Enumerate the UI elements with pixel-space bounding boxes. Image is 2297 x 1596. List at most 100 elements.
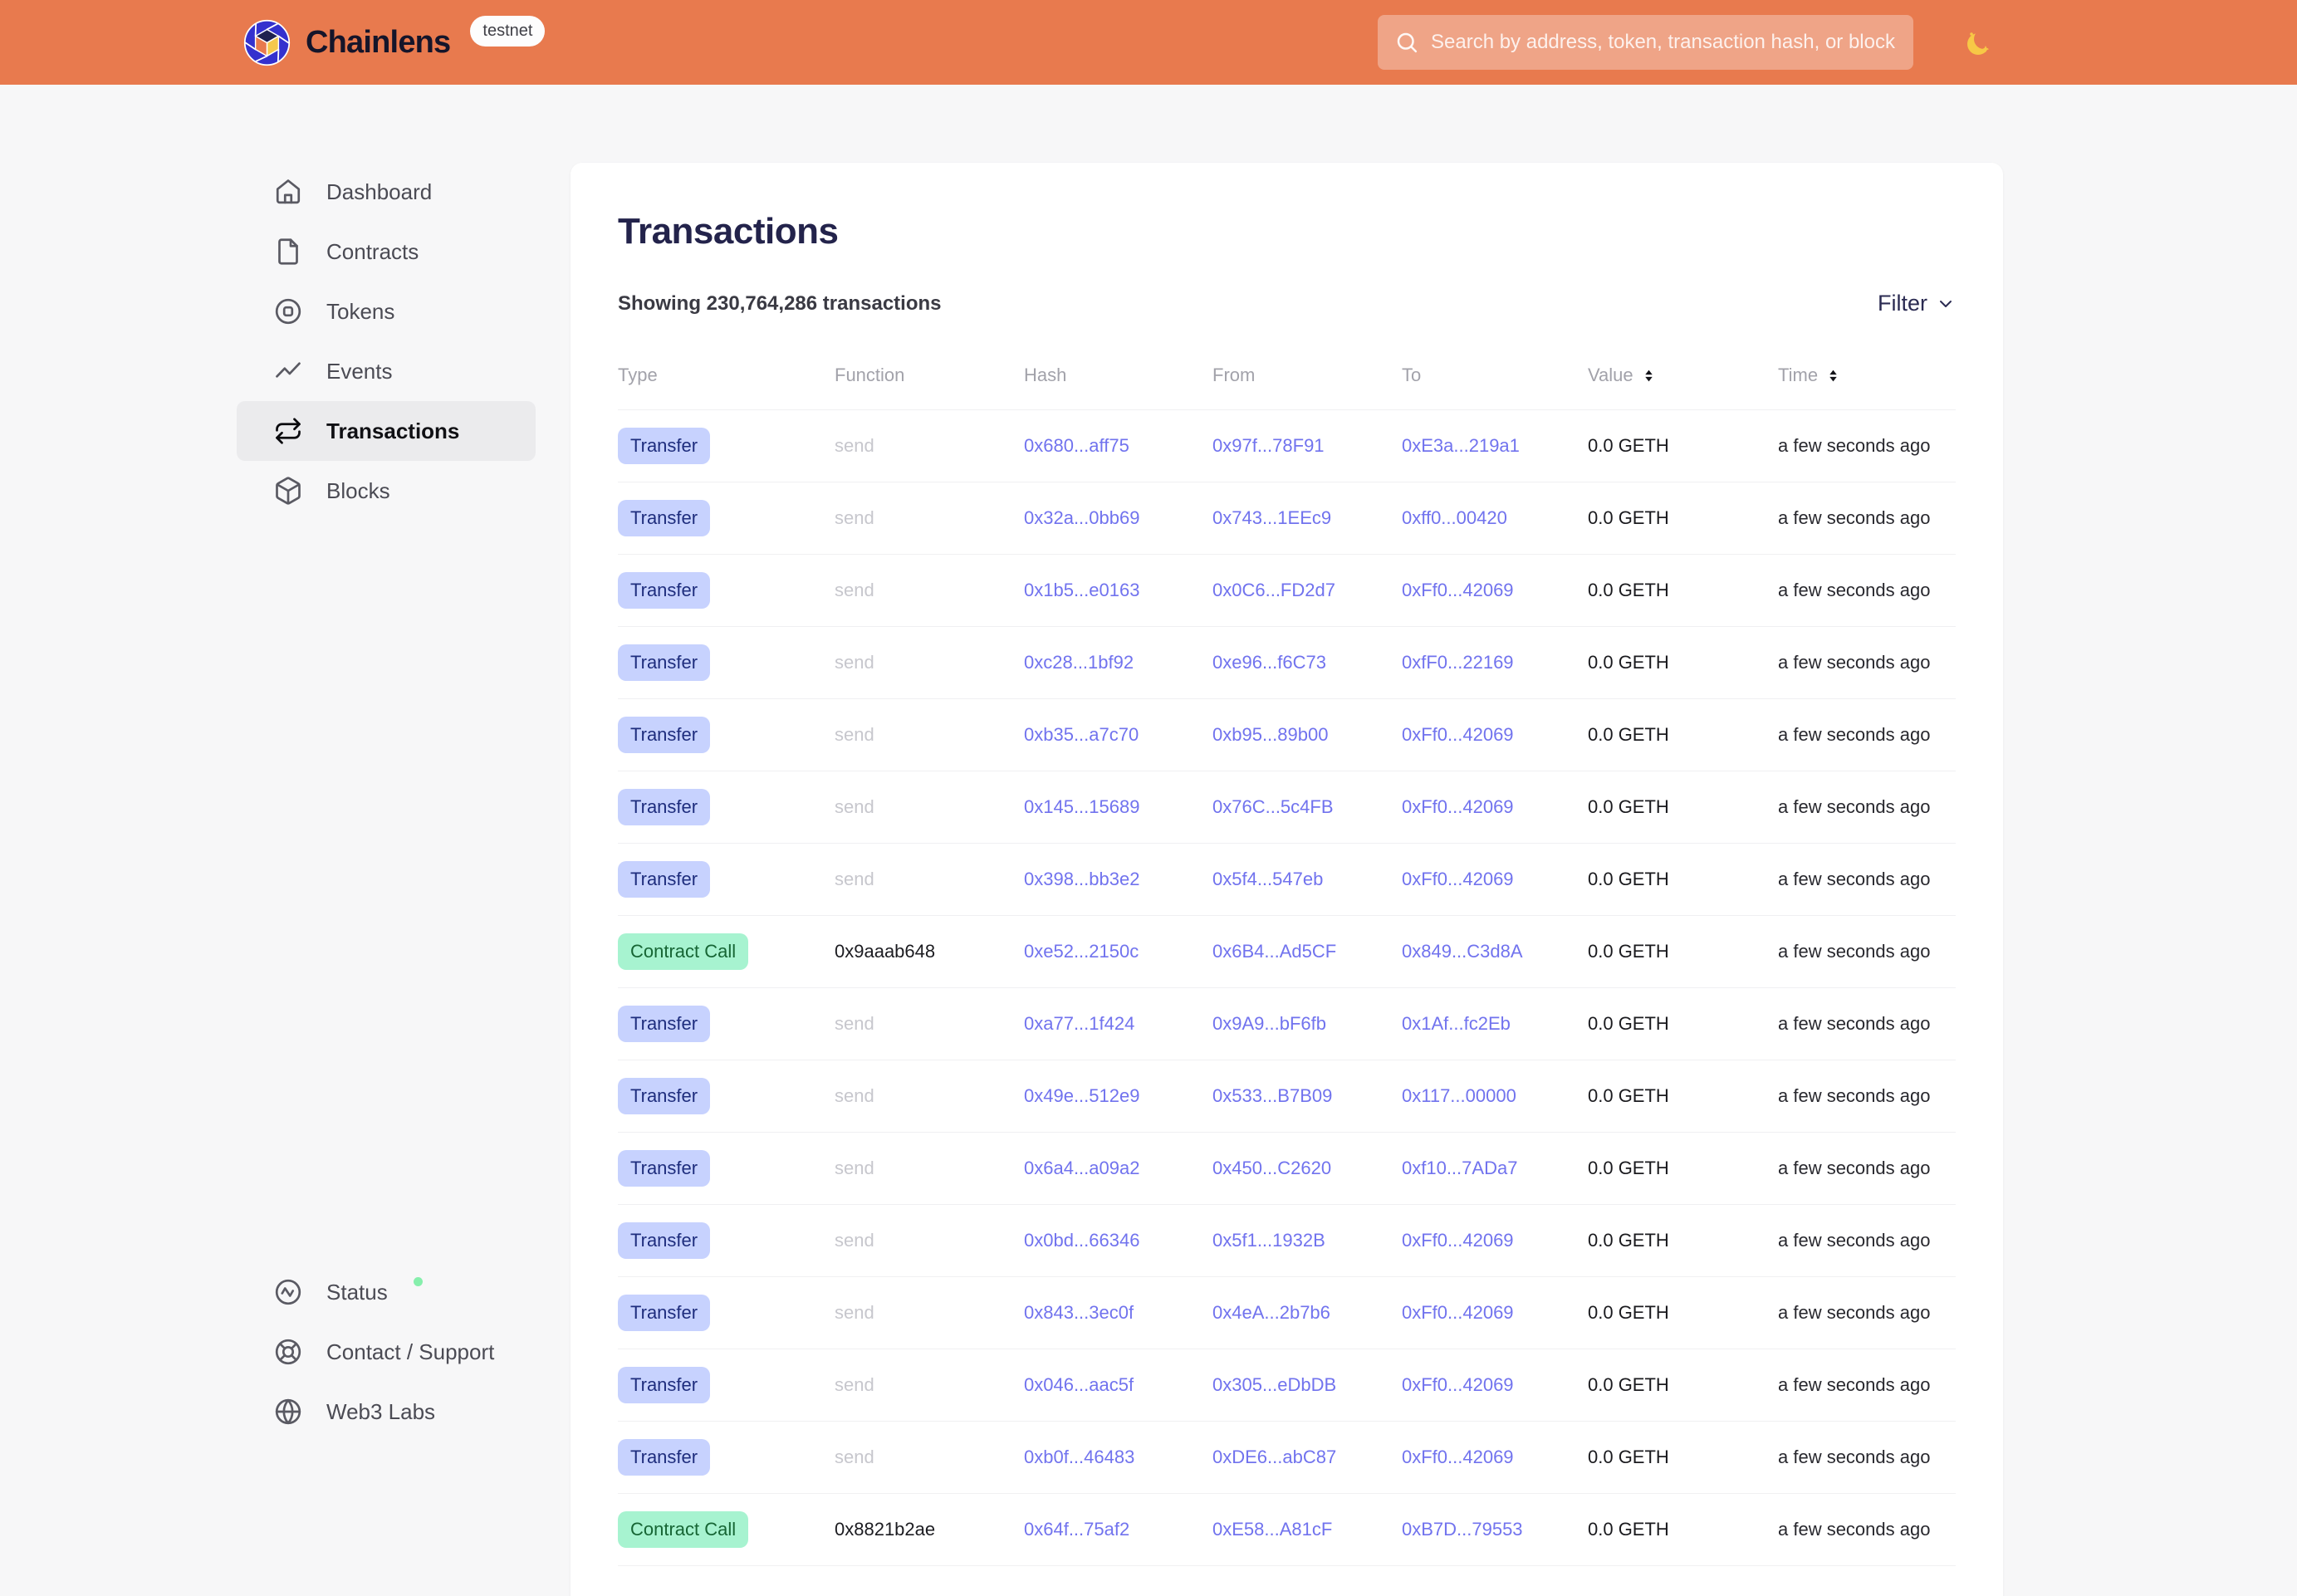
brand-logo[interactable]: Chainlens testnet [243,15,546,66]
from-address-link[interactable]: 0x450...C2620 [1212,1158,1332,1178]
to-cell: 0xFf0...42069 [1402,724,1588,746]
column-label: Hash [1024,365,1067,385]
hash-link[interactable]: 0x680...aff75 [1024,435,1129,456]
hash-link[interactable]: 0x0bd...66346 [1024,1230,1140,1251]
column-header-value[interactable]: Value [1588,365,1778,409]
hash-link[interactable]: 0x32a...0bb69 [1024,507,1140,528]
to-address-link[interactable]: 0xE3a...219a1 [1402,435,1520,456]
transaction-row: Transfer send 0xc28...1bf92 0xe96...f6C73 0x… [618,627,1956,699]
to-address-link[interactable]: 0xFf0...42069 [1402,1447,1514,1467]
column-label: Type [618,365,658,385]
sidebar-item-dashboard[interactable]: Dashboard [237,162,536,222]
transaction-type-badge: Transfer [618,789,711,825]
hash-link[interactable]: 0xb35...a7c70 [1024,724,1139,745]
to-cell: 0xB7D...79553 [1402,1519,1588,1540]
from-address-link[interactable]: 0x5f4...547eb [1212,869,1324,889]
from-address-link[interactable]: 0x533...B7B09 [1212,1085,1333,1106]
transaction-row: Contract Call 0x8821b2ae 0x64f...75af2 0xE5… [618,1494,1956,1566]
sidebar-item-contact-support[interactable]: Contact / Support [237,1322,536,1382]
time-cell: a few seconds ago [1778,869,1931,889]
function-cell: send [835,724,874,745]
hash-link[interactable]: 0x49e...512e9 [1024,1085,1140,1106]
sort-icon[interactable] [1825,368,1841,384]
to-address-link[interactable]: 0xFf0...42069 [1402,724,1514,745]
hash-link[interactable]: 0xb0f...46483 [1024,1447,1135,1467]
hash-link[interactable]: 0xc28...1bf92 [1024,652,1134,673]
from-address-link[interactable]: 0x4eA...2b7b6 [1212,1302,1330,1323]
sidebar-item-label: Transactions [326,418,460,443]
to-address-link[interactable]: 0xfF0...22169 [1402,652,1514,673]
from-address-link[interactable]: 0x0C6...FD2d7 [1212,580,1335,600]
from-address-link[interactable]: 0x76C...5c4FB [1212,796,1334,817]
hash-link[interactable]: 0xe52...2150c [1024,941,1139,962]
to-address-link[interactable]: 0xB7D...79553 [1402,1519,1523,1540]
from-address-link[interactable]: 0x6B4...Ad5CF [1212,941,1337,962]
to-address-link[interactable]: 0xFf0...42069 [1402,580,1514,600]
hash-link[interactable]: 0x398...bb3e2 [1024,869,1140,889]
from-cell: 0x0C6...FD2d7 [1212,580,1402,601]
hash-cell: 0x1b5...e0163 [1024,580,1212,601]
to-address-link[interactable]: 0x117...00000 [1402,1085,1516,1106]
table-body: Transfer send 0x680...aff75 0x97f...78F91 0x… [618,410,1956,1566]
to-address-link[interactable]: 0x849...C3d8A [1402,941,1523,962]
sidebar-item-blocks[interactable]: Blocks [237,461,536,521]
hash-link[interactable]: 0x6a4...a09a2 [1024,1158,1140,1178]
hash-cell: 0x49e...512e9 [1024,1085,1212,1107]
to-address-link[interactable]: 0xFf0...42069 [1402,869,1514,889]
hash-link[interactable]: 0x145...15689 [1024,796,1140,817]
to-address-link[interactable]: 0xFf0...42069 [1402,1302,1514,1323]
from-address-link[interactable]: 0xe96...f6C73 [1212,652,1326,673]
from-address-link[interactable]: 0x305...eDbDB [1212,1374,1337,1395]
search-input[interactable] [1431,31,1897,54]
hash-cell: 0xc28...1bf92 [1024,652,1212,673]
to-address-link[interactable]: 0xFf0...42069 [1402,796,1514,817]
to-address-link[interactable]: 0xFf0...42069 [1402,1230,1514,1251]
sidebar-item-tokens[interactable]: Tokens [237,282,536,341]
filter-button[interactable]: Filter [1878,291,1956,316]
sort-icon[interactable] [1641,368,1657,384]
search-bar[interactable] [1378,15,1913,70]
from-address-link[interactable]: 0xb95...89b00 [1212,724,1329,745]
from-address-link[interactable]: 0xE58...A81cF [1212,1519,1333,1540]
column-header-time[interactable]: Time [1778,365,1956,409]
sidebar-item-events[interactable]: Events [237,341,536,401]
time-cell: a few seconds ago [1778,1302,1931,1323]
from-address-link[interactable]: 0x5f1...1932B [1212,1230,1325,1251]
function-cell: send [835,1158,874,1178]
sidebar-item-web3-labs[interactable]: Web3 Labs [237,1382,536,1442]
column-label: Function [835,365,905,385]
function-cell: send [835,796,874,817]
to-cell: 0xFf0...42069 [1402,796,1588,818]
transaction-type-badge: Transfer [618,644,711,681]
type-cell: Transfer [618,500,835,536]
sidebar-item-transactions[interactable]: Transactions [237,401,536,461]
value-cell: 0.0 GETH [1588,1447,1669,1467]
hash-link[interactable]: 0x046...aac5f [1024,1374,1134,1395]
sidebar-item-contracts[interactable]: Contracts [237,222,536,282]
from-address-link[interactable]: 0x743...1EEc9 [1212,507,1332,528]
hash-link[interactable]: 0x64f...75af2 [1024,1519,1130,1540]
page-title: Transactions [618,211,839,252]
dark-mode-toggle[interactable] [1962,24,1998,61]
type-cell: Transfer [618,428,835,464]
time-cell: a few seconds ago [1778,1013,1931,1034]
from-address-link[interactable]: 0x97f...78F91 [1212,435,1325,456]
function-cell: send [835,1230,874,1251]
to-address-link[interactable]: 0x1Af...fc2Eb [1402,1013,1511,1034]
hash-link[interactable]: 0x843...3ec0f [1024,1302,1134,1323]
from-cell: 0xDE6...abC87 [1212,1447,1402,1468]
to-address-link[interactable]: 0xf10...7ADa7 [1402,1158,1518,1178]
hash-link[interactable]: 0x1b5...e0163 [1024,580,1140,600]
column-header-from: From [1212,365,1402,409]
from-address-link[interactable]: 0x9A9...bF6fb [1212,1013,1326,1034]
sidebar-item-status[interactable]: Status [237,1262,536,1322]
transaction-row: Transfer send 0x843...3ec0f 0x4eA...2b7b6 0x… [618,1277,1956,1349]
from-address-link[interactable]: 0xDE6...abC87 [1212,1447,1337,1467]
time-cell: a few seconds ago [1778,1085,1931,1106]
file-icon [273,237,303,267]
hash-link[interactable]: 0xa77...1f424 [1024,1013,1135,1034]
app-header: Chainlens testnet [0,0,2297,85]
to-address-link[interactable]: 0xff0...00420 [1402,507,1507,528]
time-cell: a few seconds ago [1778,580,1931,600]
to-address-link[interactable]: 0xFf0...42069 [1402,1374,1514,1395]
